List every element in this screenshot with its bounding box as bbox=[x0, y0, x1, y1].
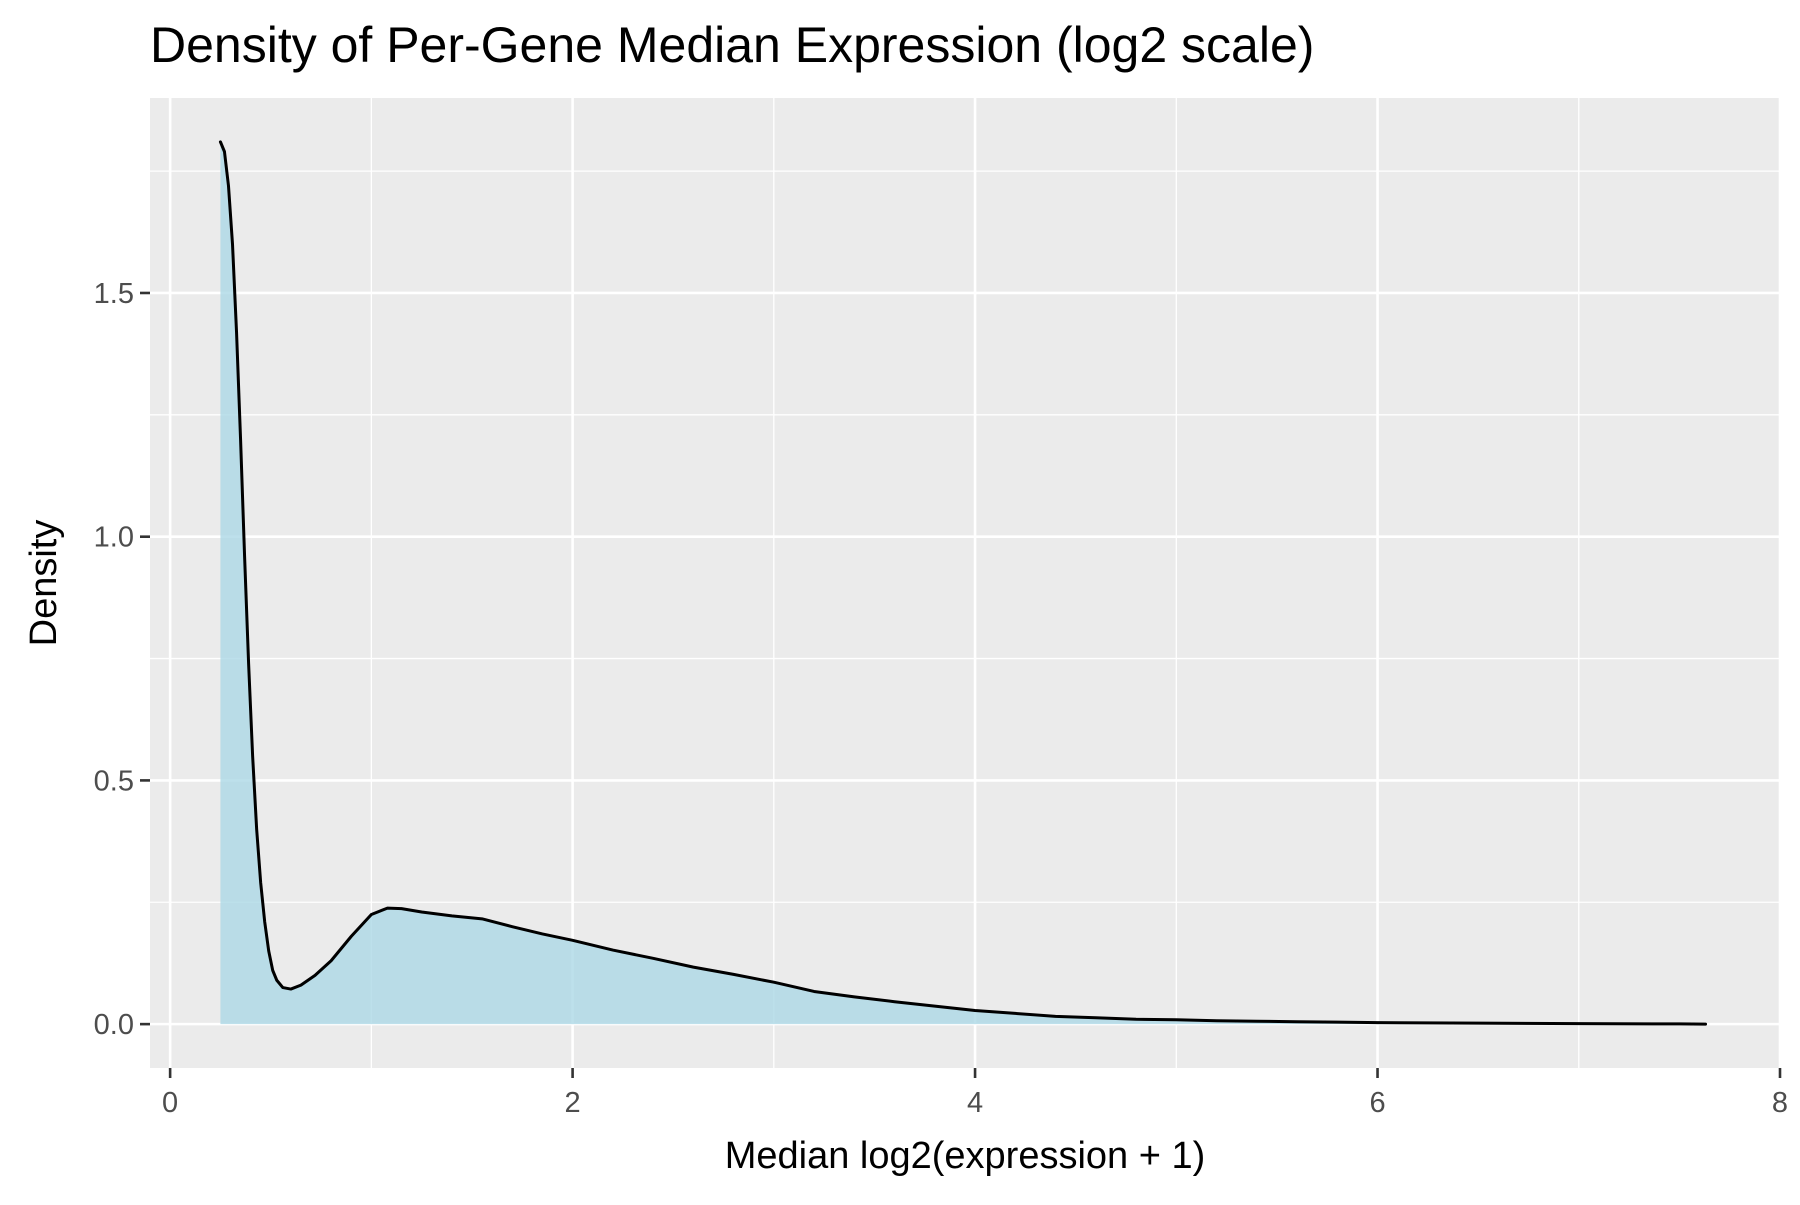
x-tick-label: 2 bbox=[565, 1087, 581, 1119]
x-tick-label: 6 bbox=[1369, 1087, 1385, 1119]
y-tick-label: 0.5 bbox=[94, 765, 134, 797]
density-fill bbox=[220, 141, 1706, 1025]
x-axis-title: Median log2(expression + 1) bbox=[725, 1135, 1206, 1177]
chart-title: Density of Per-Gene Median Expression (l… bbox=[150, 17, 1314, 73]
density-line bbox=[218, 140, 1708, 1026]
y-tick-label: 0.0 bbox=[94, 1009, 134, 1041]
grid-lines bbox=[150, 98, 1782, 1068]
x-tick-label: 0 bbox=[162, 1087, 178, 1119]
y-tick-label: 1.0 bbox=[94, 522, 134, 554]
plot-panel bbox=[150, 98, 1780, 1068]
x-tick-label: 4 bbox=[967, 1087, 983, 1119]
y-axis-title: Density bbox=[23, 520, 65, 647]
x-tick-label: 8 bbox=[1772, 1087, 1788, 1119]
axes: 0 2 4 6 8 0.0 0.5 1.0 1.5 bbox=[94, 278, 1788, 1119]
y-tick-label: 1.5 bbox=[94, 278, 134, 310]
density-area-layer bbox=[218, 140, 1708, 1026]
